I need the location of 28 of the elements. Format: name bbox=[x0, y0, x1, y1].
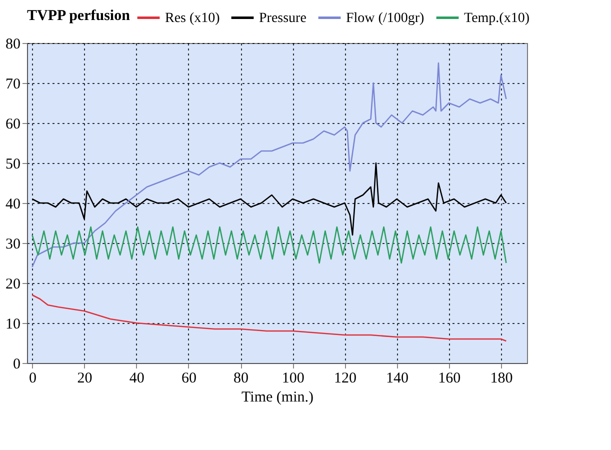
y-tick-label: 40 bbox=[6, 196, 20, 212]
y-tick-label: 10 bbox=[6, 316, 20, 332]
x-tick-label: 180 bbox=[490, 370, 513, 386]
y-tick-label: 80 bbox=[6, 36, 20, 52]
x-axis-title: Time (min.) bbox=[242, 390, 314, 406]
y-tick-label: 60 bbox=[6, 116, 20, 132]
legend-label: Pressure bbox=[259, 10, 306, 26]
x-tick-label: 40 bbox=[129, 370, 144, 386]
x-tick-label: 120 bbox=[334, 370, 356, 386]
x-tick-label: 0 bbox=[28, 370, 36, 386]
legend-title: TVPP perfusion bbox=[27, 8, 131, 24]
x-tick-label: 160 bbox=[438, 370, 461, 386]
x-tick-label: 20 bbox=[77, 370, 92, 386]
y-tick-label: 30 bbox=[6, 236, 20, 252]
legend-label: Res (x10) bbox=[165, 10, 220, 26]
legend-label: Temp.(x10) bbox=[464, 10, 530, 26]
line-series bbox=[32, 226, 507, 264]
x-tick-label: 100 bbox=[282, 370, 304, 386]
y-tick-label: 50 bbox=[6, 156, 20, 172]
x-tick-label: 140 bbox=[386, 370, 409, 386]
x-tick-label: 80 bbox=[234, 370, 249, 386]
y-tick-label: 70 bbox=[6, 76, 20, 92]
x-tick-label: 60 bbox=[181, 370, 196, 386]
line-series bbox=[32, 294, 507, 342]
legend-label: Flow (/100gr) bbox=[346, 10, 424, 26]
y-tick-label: 20 bbox=[6, 276, 20, 292]
y-tick-label: 0 bbox=[13, 356, 20, 372]
line-series bbox=[32, 62, 507, 268]
